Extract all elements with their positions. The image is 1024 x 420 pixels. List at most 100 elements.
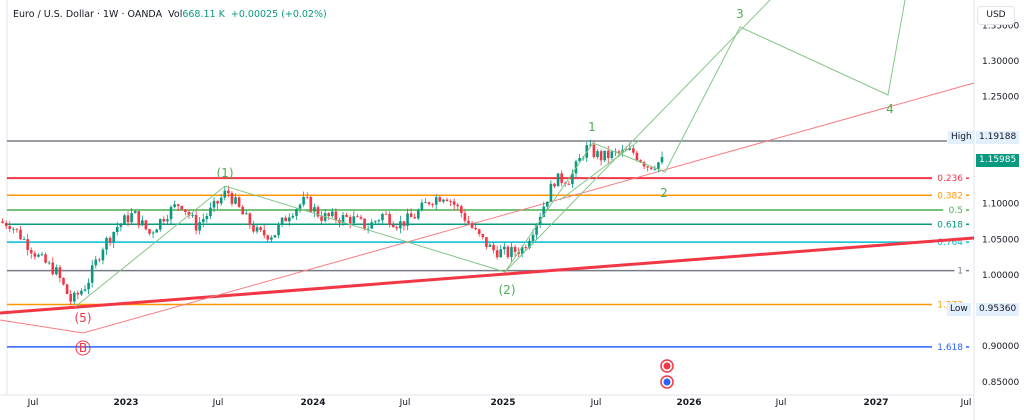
candle-body [377, 220, 381, 222]
fib-label: 0.5 [949, 206, 963, 216]
candle-body [477, 229, 481, 234]
candle-body [37, 254, 40, 257]
candle-body [8, 226, 12, 229]
candle-body [205, 215, 209, 220]
time-tick: 2025 [490, 398, 515, 408]
candle-body [356, 216, 359, 218]
price-tick: 1.10000 [982, 200, 1019, 210]
candle-body [467, 220, 470, 224]
fib-label: 1 [957, 267, 963, 277]
candle-body [606, 150, 610, 159]
candle-body [452, 201, 456, 205]
candle-body [431, 204, 434, 205]
candle-body [4, 222, 8, 227]
candle-body [495, 250, 499, 258]
candle-body [359, 216, 363, 219]
candle-body [119, 223, 123, 227]
trend-line-thin [0, 82, 975, 334]
candle-body [284, 217, 288, 222]
time-tick: Jul [212, 398, 224, 408]
candle-body [345, 215, 348, 217]
candle-body [617, 151, 621, 153]
wave-channel-lower [559, 139, 641, 201]
candle-body [366, 228, 370, 230]
candle-body [234, 197, 237, 204]
candle-body [320, 216, 323, 221]
price-change: +0.00025 (+0.02%) [230, 9, 327, 20]
candle-body [546, 201, 549, 207]
candle-body [244, 213, 248, 215]
candle-body [424, 202, 427, 204]
currency-button[interactable]: USD [977, 6, 1015, 25]
candle-body [427, 202, 431, 205]
candle-body [305, 196, 309, 198]
candle-body [399, 221, 402, 229]
candle-body [567, 183, 571, 185]
candle-body [58, 267, 62, 278]
candle-body [65, 284, 69, 295]
candle-body [413, 217, 417, 219]
candle-body [409, 213, 413, 218]
candle-body [657, 162, 660, 169]
price-tick: 1.05000 [982, 235, 1019, 245]
candle-body [449, 201, 452, 202]
candle-body [531, 234, 535, 241]
fib-label: 0.382 [937, 191, 963, 201]
wave-path [74, 0, 906, 308]
candle-body [632, 148, 635, 153]
candle-body [277, 224, 280, 236]
candle-body [44, 254, 47, 263]
candle-body [216, 200, 219, 204]
current-price-tag: 1.15985 [976, 154, 1020, 167]
candle-body [596, 151, 599, 158]
candle-body [126, 215, 130, 223]
volume-label: Vol [168, 9, 183, 20]
candle-body [230, 193, 234, 204]
candle-body [105, 238, 108, 250]
candle-body [280, 217, 284, 225]
candle-body [388, 214, 391, 225]
candle-body [309, 197, 313, 212]
candle-body [463, 212, 467, 221]
candle-body [334, 211, 338, 220]
time-tick: 2026 [676, 398, 701, 408]
candle-body [442, 199, 445, 202]
candle-body [499, 249, 503, 258]
time-tick: Jul [399, 398, 411, 408]
candle-body [166, 219, 169, 222]
candle-body [51, 262, 55, 275]
price-tick: 1.00000 [982, 271, 1019, 281]
price-tick: 0.85000 [982, 378, 1019, 388]
candle-body [391, 224, 395, 228]
volume-value: 668.11 K [182, 9, 225, 20]
candle-body [370, 222, 374, 229]
candle-body [270, 237, 273, 240]
candle-body [72, 292, 76, 302]
candle-body [485, 237, 488, 247]
candle-body [237, 197, 241, 207]
price-tick: 1.35000 [982, 21, 1019, 31]
candle-body [460, 206, 463, 213]
price-tick: 1.30000 [982, 57, 1019, 67]
candle-body [592, 144, 596, 158]
candle-body [223, 190, 227, 198]
candle-body [571, 173, 574, 184]
candle-body [80, 290, 83, 295]
candle-body [434, 197, 438, 205]
candle-body [248, 213, 252, 226]
candle-body [649, 167, 653, 169]
high-tag-label: High [948, 131, 975, 144]
time-tick: Jul [775, 398, 787, 408]
candle-body [162, 218, 166, 222]
candle-body [273, 235, 277, 238]
candle-body [201, 219, 205, 223]
candle-body [69, 294, 72, 302]
candle-body [402, 221, 406, 226]
candle-body [40, 254, 44, 256]
wave-label-5: (5) [75, 311, 92, 325]
candle-body [488, 244, 492, 247]
candle-body [295, 209, 298, 216]
time-tick: Jul [960, 398, 972, 408]
candle-body [255, 227, 259, 232]
